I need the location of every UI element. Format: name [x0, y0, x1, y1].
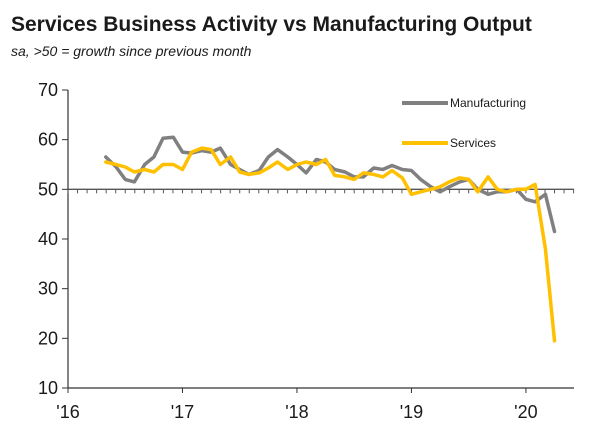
y-tick-label: 50: [38, 179, 58, 199]
y-tick-label: 60: [38, 130, 58, 150]
x-tick-label: '18: [285, 402, 308, 422]
series-line-manufacturing: [104, 135, 557, 234]
x-tick-label: '20: [514, 402, 537, 422]
legend-label-services: Services: [450, 136, 496, 150]
x-tick-label: '17: [171, 402, 194, 422]
chart-title: Services Business Activity vs Manufactur…: [11, 13, 532, 36]
legend: Manufacturing Services: [402, 96, 526, 150]
y-tick-label: 20: [38, 328, 58, 348]
x-tick-label: '19: [400, 402, 423, 422]
series-line-services: [104, 146, 557, 343]
axes: [67, 90, 575, 389]
y-tick-label: 70: [38, 80, 58, 100]
chart-subtitle: sa, >50 = growth since previous month: [11, 43, 252, 59]
x-tick-labels: '16 '17 '18 '19 '20: [56, 388, 538, 422]
y-tick-label: 10: [38, 378, 58, 398]
series-lines: [104, 135, 557, 343]
y-tick-label: 30: [38, 279, 58, 299]
y-tick-labels: 10 20 30 40 50 60 70: [38, 80, 68, 398]
y-tick-label: 40: [38, 229, 58, 249]
x-tick-label: '16: [56, 402, 79, 422]
legend-label-manufacturing: Manufacturing: [450, 96, 526, 110]
